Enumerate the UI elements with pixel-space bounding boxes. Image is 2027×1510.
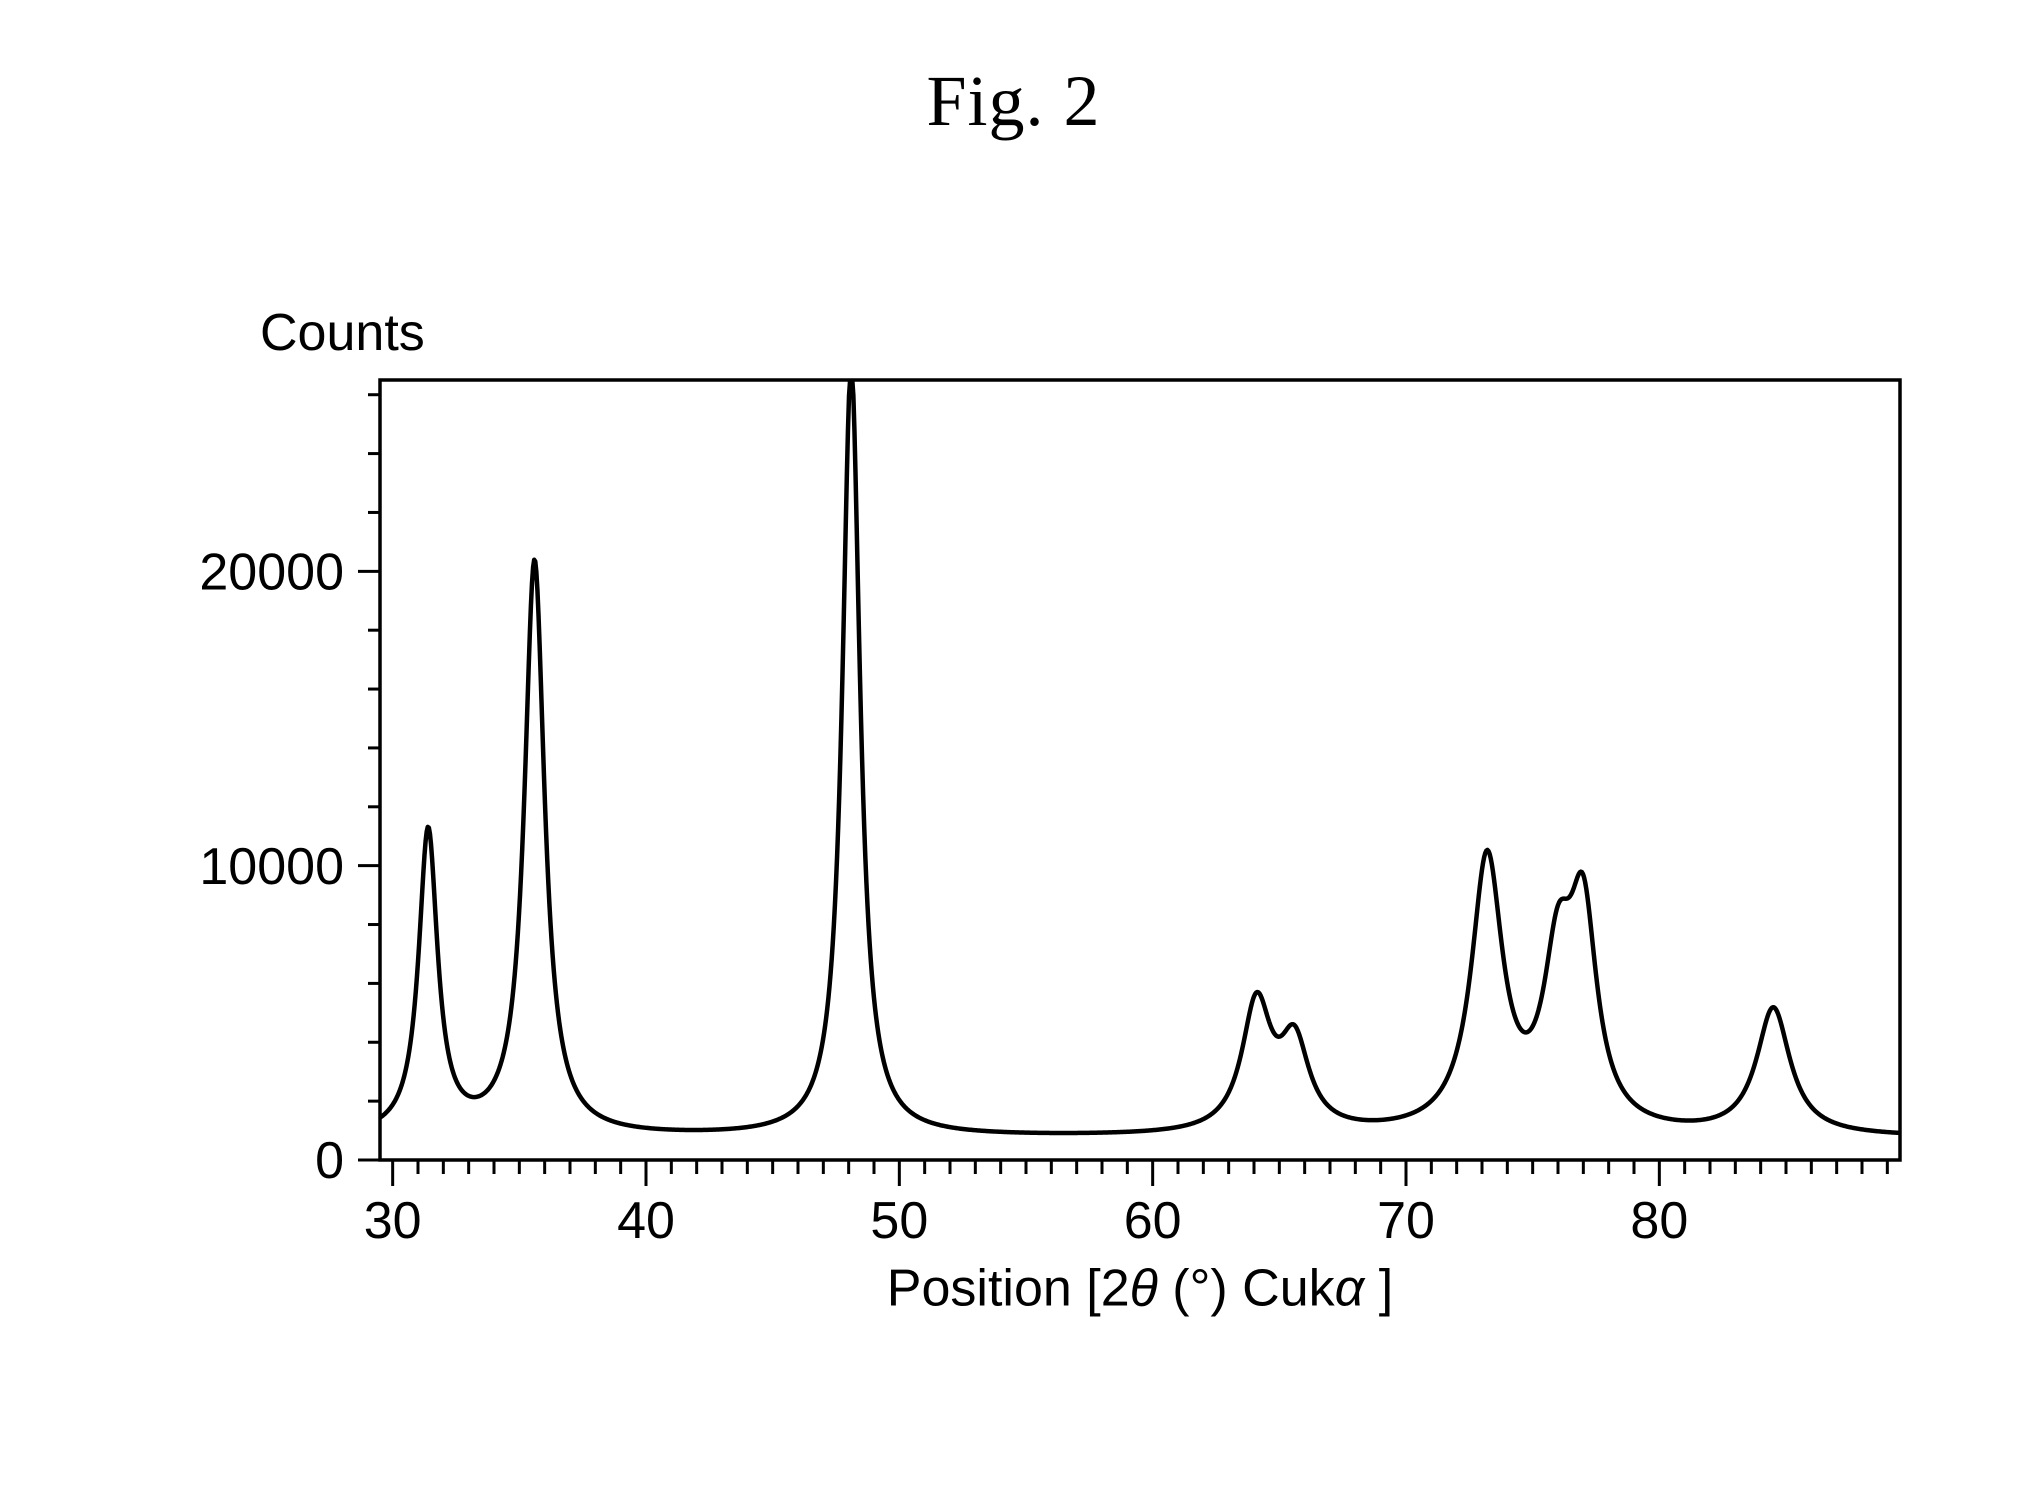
plot-border xyxy=(380,380,1900,1160)
y-tick-label: 0 xyxy=(315,1132,344,1190)
y-tick-label: 10000 xyxy=(199,838,344,896)
x-tick-label: 40 xyxy=(617,1192,675,1250)
spectrum-line xyxy=(380,380,1900,1133)
x-tick-label: 30 xyxy=(364,1192,422,1250)
x-axis-label: Position [2θ (°) Cukα ] xyxy=(887,1260,1393,1318)
x-tick-label: 80 xyxy=(1630,1192,1688,1250)
xrd-chart: 30 40 50 60 70 80 Position [2θ (°) Cukα ] 0 1000… xyxy=(100,300,1927,1400)
x-tick-label: 50 xyxy=(870,1192,928,1250)
figure-title: Fig. 2 xyxy=(0,60,2027,143)
y-axis-label: Counts xyxy=(260,304,425,362)
x-tick-label: 70 xyxy=(1377,1192,1435,1250)
y-tick-label: 20000 xyxy=(199,544,344,602)
chart-svg: 30 40 50 60 70 80 Position [2θ (°) Cukα ] 0 1000… xyxy=(100,300,1927,1400)
x-tick-label: 60 xyxy=(1124,1192,1182,1250)
